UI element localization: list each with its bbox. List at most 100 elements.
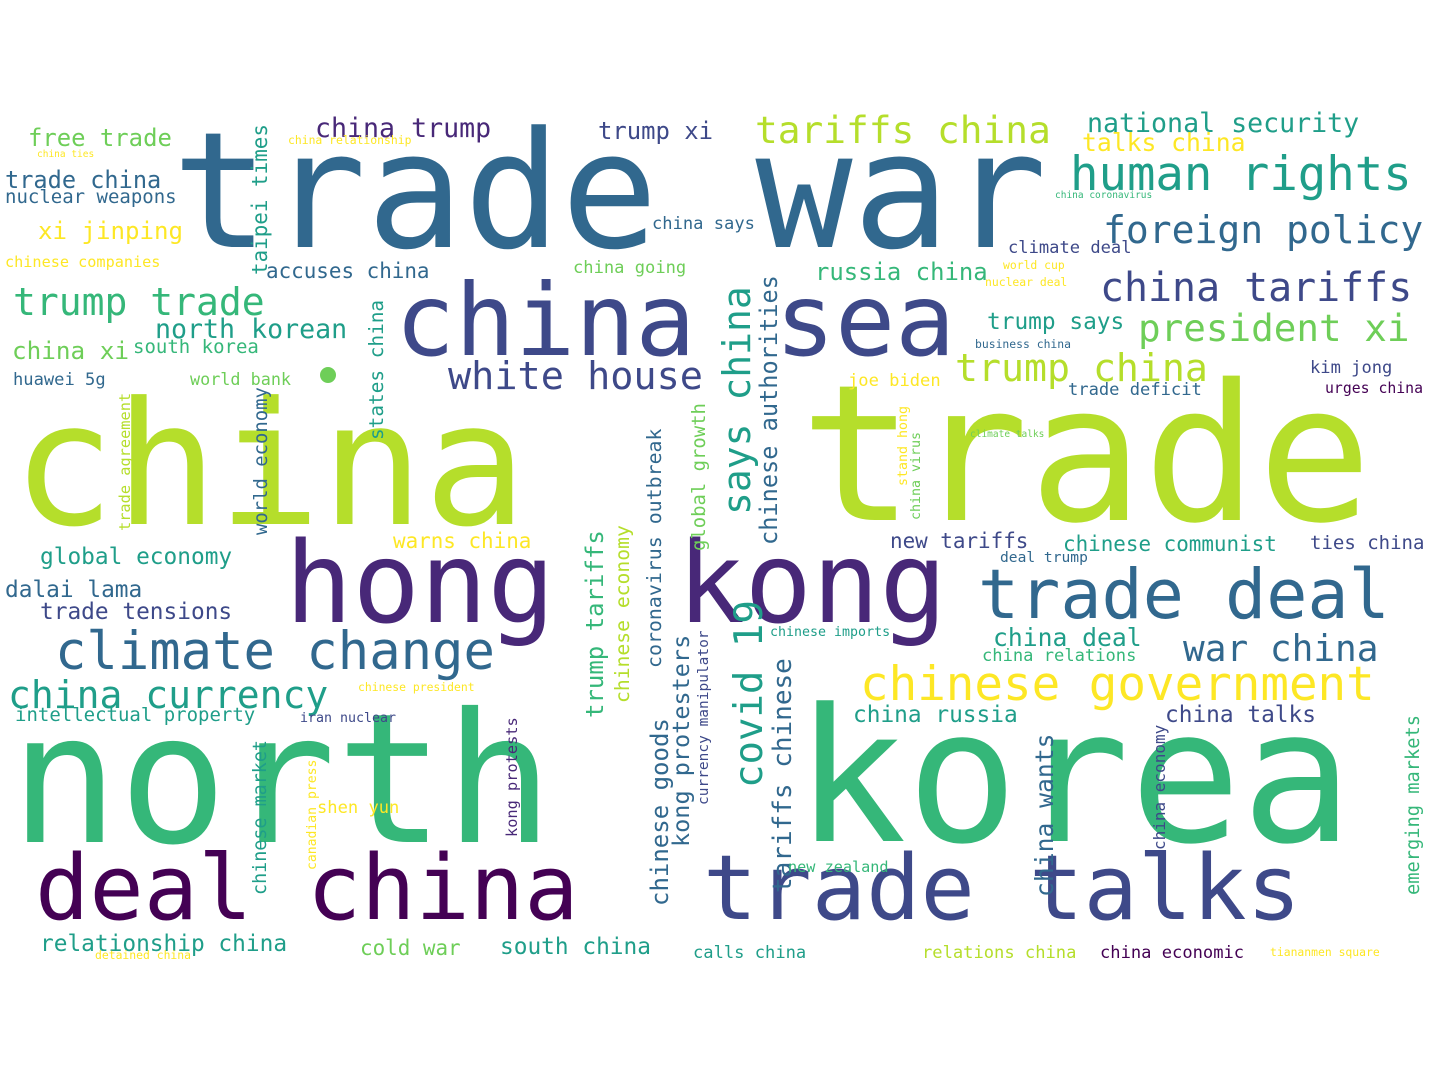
word-joe-biden-49: joe biden <box>848 371 941 392</box>
word-china-russia-82: china russia <box>853 701 1018 728</box>
word-trump-xi-24: trump xi <box>598 117 714 146</box>
word-climate-talks-58: climate talks <box>970 429 1045 441</box>
word-shen-yun-91: shen yun <box>317 798 400 819</box>
word-global-growth-56: global growth <box>688 403 710 551</box>
word-national-security-25: national security <box>1087 107 1360 139</box>
word-nuclear-deal-41: nuclear deal <box>985 275 1068 290</box>
word-accuses-china-33: accuses china <box>266 258 430 283</box>
word-business-china-44: business china <box>975 337 1072 352</box>
word-china-trump-23: china trump <box>315 112 492 144</box>
word-china-wants-84: china wants <box>1030 733 1059 898</box>
word-china-relations-74: china relations <box>982 646 1137 667</box>
word-calls-china-96: calls china <box>693 943 807 964</box>
word-chinese-president-79: chinese president <box>358 680 475 695</box>
word-north-3: north <box>10 673 554 885</box>
word-xi-jinping-30: xi jinping <box>38 216 184 245</box>
word-ties-china-65: ties china <box>1310 531 1425 554</box>
word-president-xi-19: president xi <box>1138 306 1410 351</box>
word-chinese-market-89: chinese market <box>250 739 271 895</box>
word-chinese-goods-78: chinese goods <box>646 718 674 906</box>
word-world-bank-46: world bank <box>190 368 292 389</box>
word-chinese-companies-31: chinese companies <box>5 253 161 272</box>
word-relations-china-98: relations china <box>922 943 1077 964</box>
word-climate-deal-39: climate deal <box>1008 238 1132 259</box>
word-chinese-authorities-48: chinese authorities <box>755 275 783 545</box>
word-china-relationship-102: china relationship <box>288 133 412 148</box>
word-trade-agreement-55: trade agreement <box>116 392 134 531</box>
word-trump-tariffs-69: trump tariffs <box>581 530 609 718</box>
word-china-talks-83: china talks <box>1165 701 1316 728</box>
word-coronavirus-outbreak-57: coronavirus outbreak <box>643 428 666 668</box>
word-deal-china-9: deal china <box>35 836 579 942</box>
word-world-economy-54: world economy <box>250 387 272 535</box>
word-tiananmen-square-100: tiananmen square <box>1270 945 1380 960</box>
word-iran-nuclear-81: iran nuclear <box>300 711 397 727</box>
word-china-economy-88: china economy <box>1150 724 1169 850</box>
word-trade-talks-10: trade talks <box>703 836 1301 942</box>
word-climate-change-12: climate change <box>55 622 495 683</box>
word-china-currency-21: china currency <box>8 673 329 717</box>
word-world-cup-40: world cup <box>1003 258 1065 273</box>
word-russia-china-37: russia china <box>815 258 988 287</box>
word-says-china-47: says china <box>715 286 759 515</box>
word-chinese-government-13: chinese government <box>860 657 1375 713</box>
word-nuclear-weapons-29: nuclear weapons <box>5 185 177 208</box>
word-deal-trump-66: deal trump <box>1000 548 1088 566</box>
word-korea-4: korea <box>795 668 1353 885</box>
word-china-5: china <box>395 261 696 379</box>
word-china-going-34: china going <box>573 258 687 279</box>
word-emerging-markets-87: emerging markets <box>1403 714 1424 895</box>
word-china-economic-99: china economic <box>1100 943 1245 964</box>
word-china-deal-72: china deal <box>993 622 1142 652</box>
word-human-rights-15: human rights <box>1070 147 1412 203</box>
dot-mark <box>320 367 336 383</box>
word-sea-6: sea <box>775 261 956 379</box>
word-global-economy-61: global economy <box>40 543 233 570</box>
word-china-ties-101: china ties <box>37 149 95 161</box>
word-kong-8: kong <box>677 518 947 649</box>
word-china-1: china <box>12 365 527 565</box>
word-trade-war-0: trade war <box>172 98 1048 287</box>
word-states-china-53: states china <box>365 299 388 440</box>
word-china-coronavirus-103: china coronavirus <box>1055 190 1153 202</box>
word-new-zealand-92: new zealand <box>788 858 889 877</box>
word-urges-china-52: urges china <box>1325 379 1423 397</box>
word-chinese-communist-64: chinese communist <box>1063 531 1277 556</box>
word-trade-china-28: trade china <box>5 166 162 195</box>
word-china-xi-42: china xi <box>12 335 130 365</box>
word-relationship-china-93: relationship china <box>40 930 288 957</box>
word-trump-says-38: trump says <box>987 308 1125 335</box>
word-talks-china-26: talks china <box>1082 127 1246 157</box>
word-detained-china-97: detained china <box>95 948 192 963</box>
word-chinese-economy-70: chinese economy <box>611 525 634 703</box>
word-china-says-35: china says <box>652 214 755 235</box>
word-trade-2: trade <box>800 344 1372 565</box>
word-intellectual-property-80: intellectual property <box>15 703 256 726</box>
word-war-china-73: war china <box>1183 627 1379 670</box>
word-kim-jong-50: kim jong <box>1310 358 1393 379</box>
word-cold-war-94: cold war <box>360 935 461 960</box>
word-covid-19-75: covid 19 <box>727 600 772 788</box>
word-china-virus-60: china virus <box>909 431 924 520</box>
word-china-tariffs-18: china tariffs <box>1100 265 1413 312</box>
word-trade-tensions-68: trade tensions <box>40 598 233 625</box>
word-warns-china-62: warns china <box>393 528 532 553</box>
word-dalai-lama-67: dalai lama <box>5 576 143 603</box>
word-hong-7: hong <box>285 518 555 649</box>
word-trump-trade-22: trump trade <box>13 280 265 324</box>
word-foreign-policy-16: foreign policy <box>1103 207 1424 252</box>
word-chinese-imports-71: chinese imports <box>770 625 891 641</box>
word-trade-deficit-51: trade deficit <box>1068 380 1202 401</box>
word-trade-deal-11: trade deal <box>978 555 1390 635</box>
word-white-house-14: white house <box>448 354 703 400</box>
word-free-trade-27: free trade <box>28 124 172 153</box>
word-kong-protests-86: kong protests <box>503 717 521 837</box>
word-new-tariffs-63: new tariffs <box>890 528 1029 553</box>
word-tariffs-china-17: tariffs china <box>755 107 1051 152</box>
word-huawei-5g-45: huawei 5g <box>13 370 106 391</box>
word-taipei-times-32: taipei times <box>248 124 272 275</box>
word-north-korean-36: north korean <box>155 313 348 345</box>
word-south-korea-43: south korea <box>133 335 259 358</box>
word-currency-manipulator-77: currency manipulator <box>696 630 712 805</box>
